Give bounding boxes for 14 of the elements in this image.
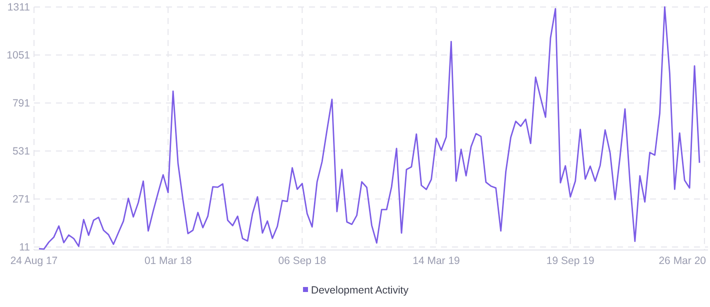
- x-tick-label: 14 Mar 19: [412, 255, 460, 267]
- y-tick-label: 1051: [6, 50, 30, 62]
- legend-label: Development Activity: [311, 284, 410, 297]
- y-tick-label: 1311: [7, 2, 30, 14]
- x-tick-label: 01 Mar 18: [144, 255, 192, 267]
- x-tick-label: 24 Aug 17: [10, 255, 58, 267]
- y-tick-label: 11: [19, 242, 30, 254]
- x-tick-label: 06 Sep 18: [278, 255, 326, 267]
- x-tick-label: 19 Sep 19: [546, 255, 594, 267]
- line-series: [38, 6, 700, 250]
- y-tick-label: 531: [12, 146, 30, 158]
- y-tick-label: 791: [12, 98, 30, 110]
- y-tick-label: 271: [12, 194, 30, 206]
- x-tick-label: 26 Mar 20: [658, 255, 706, 267]
